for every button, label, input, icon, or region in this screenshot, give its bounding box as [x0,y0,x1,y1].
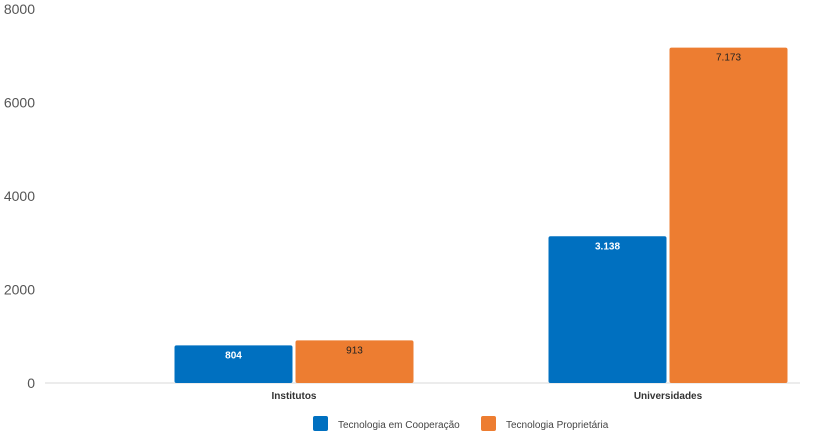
data-label: 804 [225,350,242,361]
y-tick-label: 2000 [4,282,35,298]
y-tick-label: 0 [27,375,35,391]
legend-label: Tecnologia Proprietária [506,420,609,431]
data-label: 7.173 [716,53,741,64]
legend-label: Tecnologia em Cooperação [338,420,460,431]
legend: Tecnologia em Cooperação Tecnologia Propr… [313,416,609,431]
data-label: 913 [346,345,363,356]
x-category-label: Universidades [634,391,703,402]
x-axis: Institutos Universidades [272,391,703,402]
data-label: 3.138 [595,241,620,252]
plot-area: 804 913 3.138 7.173 [174,47,788,383]
y-tick-label: 4000 [4,188,35,204]
bar-institutos-series-2 [295,340,414,383]
bar-universidades-series-2 [669,47,788,383]
y-axis: 0 2000 4000 6000 8000 [4,1,35,391]
y-tick-label: 8000 [4,1,35,17]
bar-institutos-series-1 [174,345,293,383]
y-tick-label: 6000 [4,95,35,111]
legend-swatch [481,416,496,431]
x-category-label: Institutos [272,391,317,402]
bar-universidades-series-1 [548,236,667,383]
legend-swatch [313,416,328,431]
